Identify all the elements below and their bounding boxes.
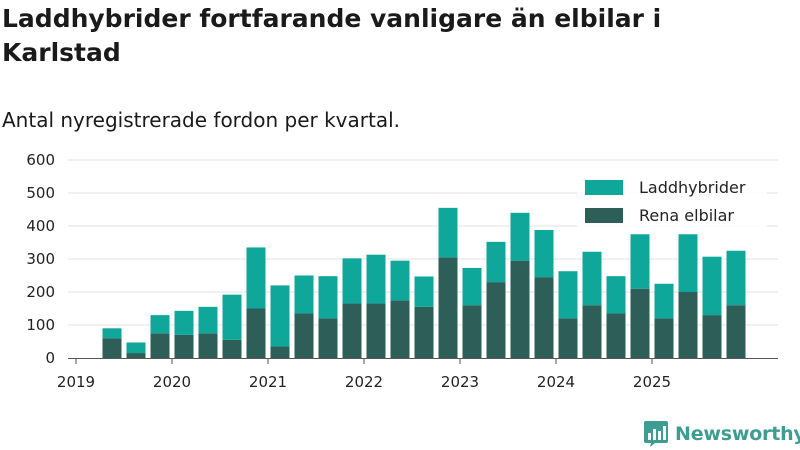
bar-laddhybrider [678,234,698,292]
bar-laddhybrider [654,283,674,319]
legend-label: Rena elbilar [639,206,734,225]
chart-subtitle: Antal nyregistrerade fordon per kvartal. [2,108,401,132]
bar-rena-elbilar [246,308,266,358]
legend-label: Laddhybrider [639,178,746,197]
bars [102,207,746,358]
x-tick-label: 2020 [153,373,191,391]
legend: Laddhybrider Rena elbilar [577,171,767,229]
bar-laddhybrider [582,251,602,306]
bar-laddhybrider [630,234,650,289]
bar-rena-elbilar [630,288,650,358]
bar-rena-elbilar [318,318,338,358]
bar-rena-elbilar [342,303,362,358]
newsworthy-logo-icon [644,421,668,447]
x-tick-label: 2022 [345,373,383,391]
bar-rena-elbilar [198,333,218,358]
bar-laddhybrider [270,285,290,347]
bar-laddhybrider [102,328,122,339]
bar-rena-elbilar [414,306,434,358]
bar-laddhybrider [438,207,458,258]
legend-swatch [585,208,623,223]
newsworthy-logo: Newsworthy [643,419,800,449]
bar-rena-elbilar [270,346,290,358]
bar-laddhybrider [726,250,746,306]
bar-rena-elbilar [462,305,482,358]
bar-rena-elbilar [534,277,554,358]
bar-laddhybrider [606,276,626,314]
x-tick-label: 2019 [57,373,95,391]
bar-rena-elbilar [678,292,698,358]
bar-rena-elbilar [486,282,506,358]
bar-laddhybrider [366,254,386,304]
bar-laddhybrider [534,229,554,278]
bar-laddhybrider [558,271,578,319]
bar-rena-elbilar [366,303,386,358]
bar-laddhybrider [294,275,314,314]
bar-laddhybrider [702,256,722,316]
bar-rena-elbilar [438,257,458,358]
bar-laddhybrider [318,276,338,319]
bar-laddhybrider [150,315,170,334]
y-tick-label: 600 [26,151,55,169]
bar-rena-elbilar [582,305,602,358]
bar-laddhybrider [510,212,530,261]
y-tick-label: 500 [26,184,55,202]
legend-swatch [585,180,623,195]
bar-laddhybrider [126,342,146,354]
bar-rena-elbilar [558,318,578,358]
y-tick-label: 100 [26,316,55,334]
chart-title: Laddhybrider fortfarande vanligare än el… [2,4,662,67]
x-tick-label: 2021 [249,373,287,391]
x-tick-label: 2025 [633,373,671,391]
bar-laddhybrider [174,310,194,335]
y-tick-label: 300 [26,250,55,268]
bar-rena-elbilar [294,313,314,358]
x-axis-labels: 2019 2020 2021 2022 2023 2024 2025 [57,358,671,391]
x-tick-label: 2023 [441,373,479,391]
bar-rena-elbilar [702,315,722,358]
bar-laddhybrider [414,276,434,307]
bar-laddhybrider [390,260,410,301]
bar-rena-elbilar [390,300,410,358]
y-axis-labels: 0 100 200 300 400 500 600 [26,151,55,367]
y-tick-label: 200 [26,283,55,301]
newsworthy-logo-text: Newsworthy [675,423,800,445]
bar-rena-elbilar [654,318,674,358]
y-tick-label: 0 [45,349,55,367]
bar-laddhybrider [462,267,482,306]
bar-rena-elbilar [126,353,146,358]
bar-rena-elbilar [150,333,170,358]
bar-laddhybrider [198,306,218,334]
y-tick-label: 400 [26,217,55,235]
bar-laddhybrider [246,247,266,309]
bar-rena-elbilar [102,338,122,358]
bar-rena-elbilar [222,339,242,358]
bar-rena-elbilar [606,313,626,358]
bar-laddhybrider [342,258,362,304]
bar-rena-elbilar [174,334,194,358]
bar-rena-elbilar [510,260,530,358]
bar-laddhybrider [222,294,242,340]
bar-laddhybrider [486,241,506,283]
bar-rena-elbilar [726,305,746,358]
x-tick-label: 2024 [537,373,575,391]
